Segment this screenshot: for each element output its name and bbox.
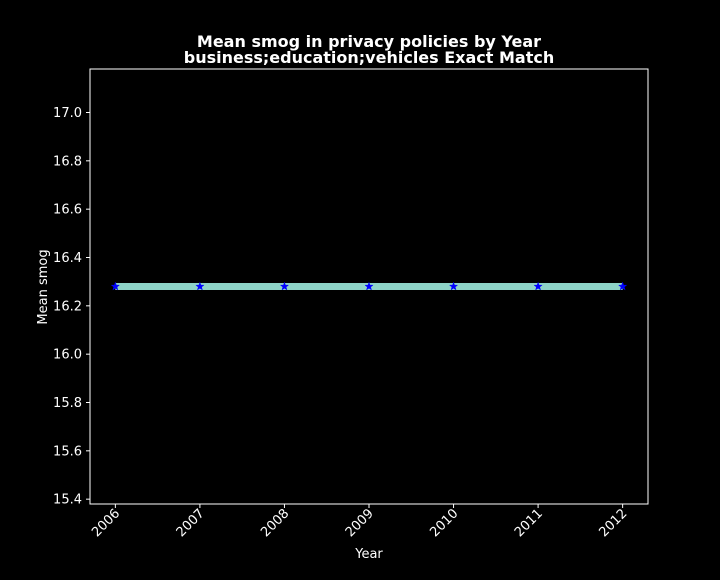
series-group xyxy=(110,281,628,291)
data-point-marker xyxy=(279,281,290,291)
y-tick-label: 15.8 xyxy=(53,396,82,411)
chart-title-line-2: business;education;vehicles Exact Match xyxy=(184,48,555,67)
y-tick-label: 16.8 xyxy=(53,154,82,169)
y-tick-label: 15.6 xyxy=(53,444,82,459)
x-axis-ticks: 2006 2007 2008 2009 2010 2011 2012 xyxy=(89,504,630,540)
x-tick-label: 2009 xyxy=(343,506,377,540)
data-point-marker xyxy=(617,281,628,291)
data-point-marker xyxy=(533,281,543,291)
data-point-marker xyxy=(195,281,205,291)
data-point-marker xyxy=(448,281,459,291)
x-tick-label: 2006 xyxy=(89,506,123,540)
x-axis-label: Year xyxy=(354,547,383,562)
y-tick-label: 15.4 xyxy=(53,493,82,508)
y-tick-label: 16.2 xyxy=(53,299,82,314)
x-tick-label: 2007 xyxy=(174,506,208,540)
x-tick-label: 2008 xyxy=(258,506,292,540)
y-tick-label: 16.6 xyxy=(53,203,82,218)
y-tick-label: 16.4 xyxy=(53,251,82,266)
y-tick-label: 16.0 xyxy=(53,348,82,363)
x-tick-label: 2011 xyxy=(512,506,546,540)
x-tick-label: 2010 xyxy=(427,506,461,540)
y-tick-label: 17.0 xyxy=(53,106,82,121)
data-point-marker xyxy=(110,281,121,291)
x-tick-label: 2012 xyxy=(596,506,630,540)
chart-title-line-1: Mean smog in privacy policies by Year xyxy=(197,32,541,51)
y-axis-ticks: 15.4 15.6 15.8 16.0 16.2 16.4 16.6 16.8 17.0 xyxy=(53,106,90,508)
data-point-marker xyxy=(364,281,374,291)
y-axis-label: Mean smog xyxy=(36,249,51,324)
